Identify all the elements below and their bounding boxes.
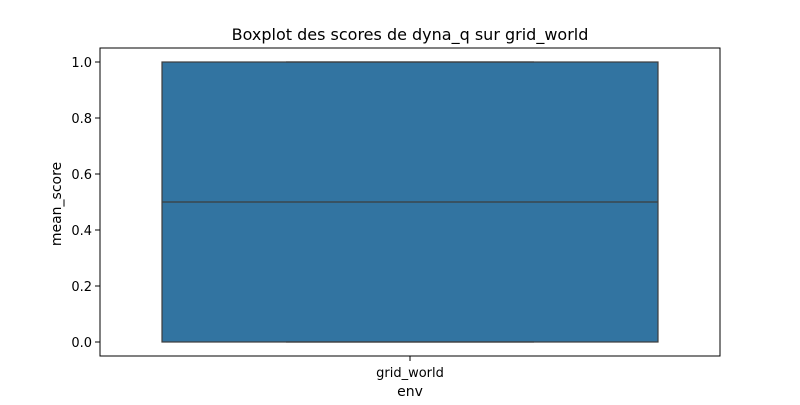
x-axis-label: env bbox=[397, 384, 423, 400]
plot-area: 0.0 0.2 0.4 0.6 0.8 1.0 grid_world bbox=[71, 56, 659, 381]
axes-frame bbox=[99, 47, 721, 357]
y-tick-label: 0.4 bbox=[71, 224, 92, 239]
y-tick-label: 0.0 bbox=[71, 336, 92, 351]
y-tick-label: 0.2 bbox=[71, 280, 92, 295]
y-tick-label: 0.8 bbox=[71, 112, 92, 127]
y-axis-label: mean_score bbox=[49, 162, 65, 246]
x-tick-label: grid_world bbox=[376, 366, 444, 381]
chart-title: Boxplot des scores de dyna_q sur grid_wo… bbox=[232, 25, 589, 45]
y-tick-label: 0.6 bbox=[71, 168, 92, 183]
y-tick-label: 1.0 bbox=[71, 56, 92, 71]
